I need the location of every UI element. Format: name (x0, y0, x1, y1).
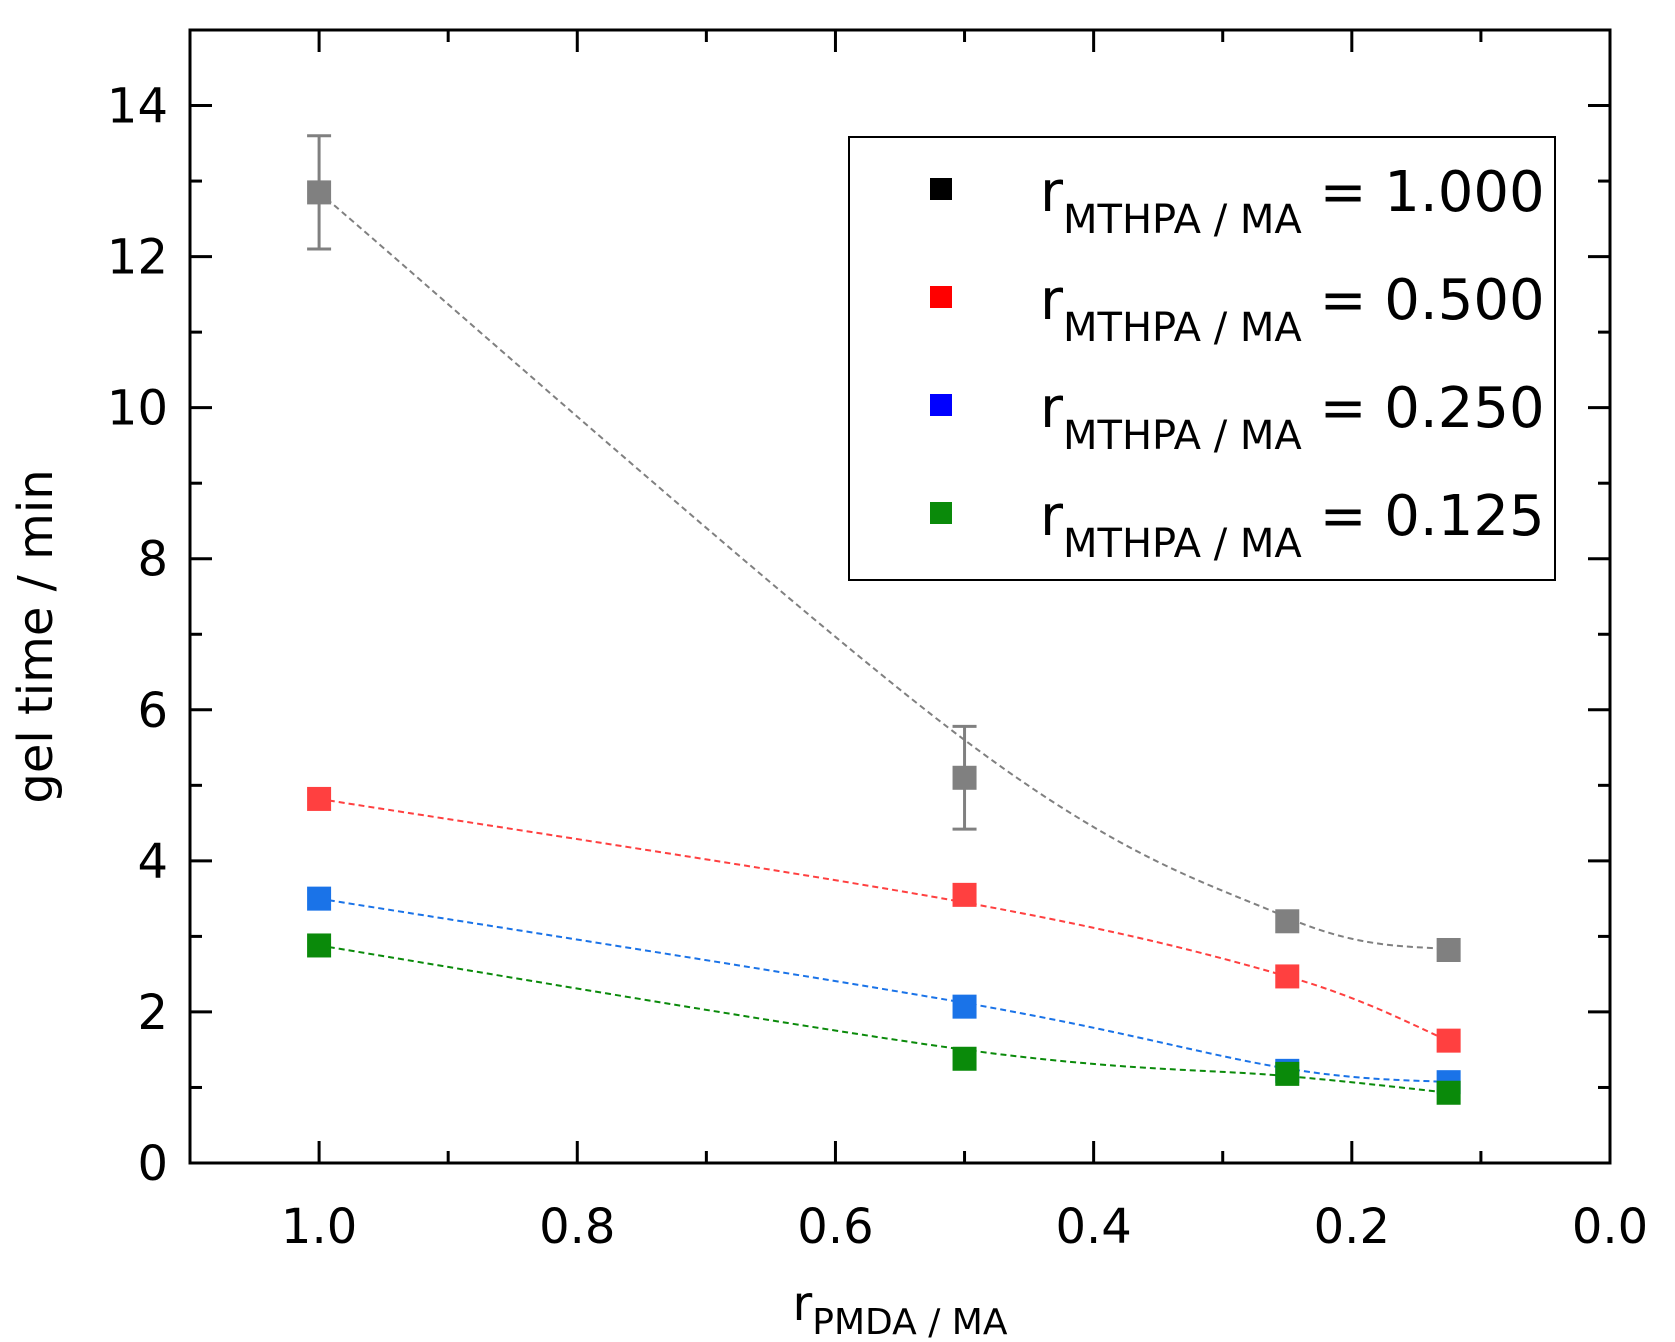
legend-label-value: = 0.500 (1302, 268, 1545, 333)
data-point (307, 786, 332, 811)
data-point (307, 180, 332, 205)
x-axis-title: rPMDA / MA (793, 1276, 1008, 1342)
data-point (1275, 964, 1300, 989)
legend-entry-2: rMTHPA / MA = 0.500 (930, 268, 1545, 351)
series-4 (307, 933, 1461, 1105)
axis-ticks (190, 30, 1612, 1165)
data-point (1275, 909, 1300, 934)
legend-label-sub: MTHPA / MA (1063, 197, 1302, 243)
y-tick-label: 12 (107, 230, 168, 286)
series-1 (307, 134, 1461, 962)
data-point (952, 1046, 977, 1071)
x-tick-label: 0.2 (1314, 1199, 1390, 1255)
legend-marker (930, 502, 952, 524)
legend-label: rMTHPA / MA = 0.500 (1040, 268, 1545, 351)
legend-label: rMTHPA / MA = 1.000 (1040, 160, 1545, 243)
y-tick-label: 6 (137, 683, 168, 739)
data-point (1275, 1061, 1300, 1086)
y-tick-label: 8 (137, 532, 168, 588)
y-tick-label: 0 (137, 1136, 168, 1192)
y-tick-labels: 0 2 4 6 8 10 12 14 (107, 79, 168, 1192)
legend-box (848, 136, 1556, 581)
series-fit-line (318, 944, 1449, 1094)
legend-label-sub: MTHPA / MA (1063, 305, 1302, 351)
y-axis-title: gel time / min (8, 469, 64, 803)
legend-label-value: = 0.250 (1302, 376, 1545, 441)
y-tick-label: 2 (137, 985, 168, 1041)
series-fit-line (318, 897, 1449, 1084)
data-point (952, 882, 977, 907)
series-fit-line (318, 797, 1450, 1042)
data-point (1436, 1028, 1461, 1053)
legend-marker (930, 178, 952, 200)
plot-frame (188, 28, 1612, 1165)
x-tick-label: 1.0 (281, 1199, 357, 1255)
series-2 (307, 786, 1461, 1053)
legend-label-main: r (1040, 484, 1064, 549)
x-tick-label: 0.8 (539, 1199, 615, 1255)
data-point (307, 886, 332, 911)
legend-label-value: = 1.000 (1302, 160, 1545, 225)
y-tick-label: 4 (137, 834, 168, 890)
legend-entry-4: rMTHPA / MA = 0.125 (930, 484, 1545, 567)
legend-label: rMTHPA / MA = 0.250 (1040, 376, 1545, 459)
x-axis-title-sub: PMDA / MA (812, 1302, 1008, 1342)
data-point (952, 765, 977, 790)
legend-entry-3: rMTHPA / MA = 0.250 (930, 376, 1545, 459)
y-tick-label: 10 (107, 381, 168, 437)
x-tick-label: 0.0 (1572, 1199, 1648, 1255)
x-tick-labels: 1.0 0.8 0.6 0.4 0.2 0.0 (281, 1199, 1648, 1255)
legend-marker (930, 394, 952, 416)
legend-label: rMTHPA / MA = 0.125 (1040, 484, 1545, 567)
data-point (952, 994, 977, 1019)
series-fit-line (318, 191, 1449, 951)
legend-label-main: r (1040, 160, 1064, 225)
legend-label-sub: MTHPA / MA (1063, 521, 1302, 567)
data-point (307, 933, 332, 958)
legend-entry-1: rMTHPA / MA = 1.000 (930, 160, 1545, 243)
legend-marker (930, 286, 952, 308)
data-point (1436, 937, 1461, 962)
y-tick-label: 14 (107, 79, 168, 135)
legend-label-main: r (1040, 376, 1064, 441)
x-tick-label: 0.6 (797, 1199, 873, 1255)
x-tick-label: 0.4 (1055, 1199, 1131, 1255)
legend-label-sub: MTHPA / MA (1063, 413, 1302, 459)
series-layer (307, 134, 1461, 1105)
x-axis-title-main: r (793, 1276, 813, 1332)
legend-label-main: r (1040, 268, 1064, 333)
data-point (1436, 1080, 1461, 1105)
legend-label-value: = 0.125 (1302, 484, 1545, 549)
